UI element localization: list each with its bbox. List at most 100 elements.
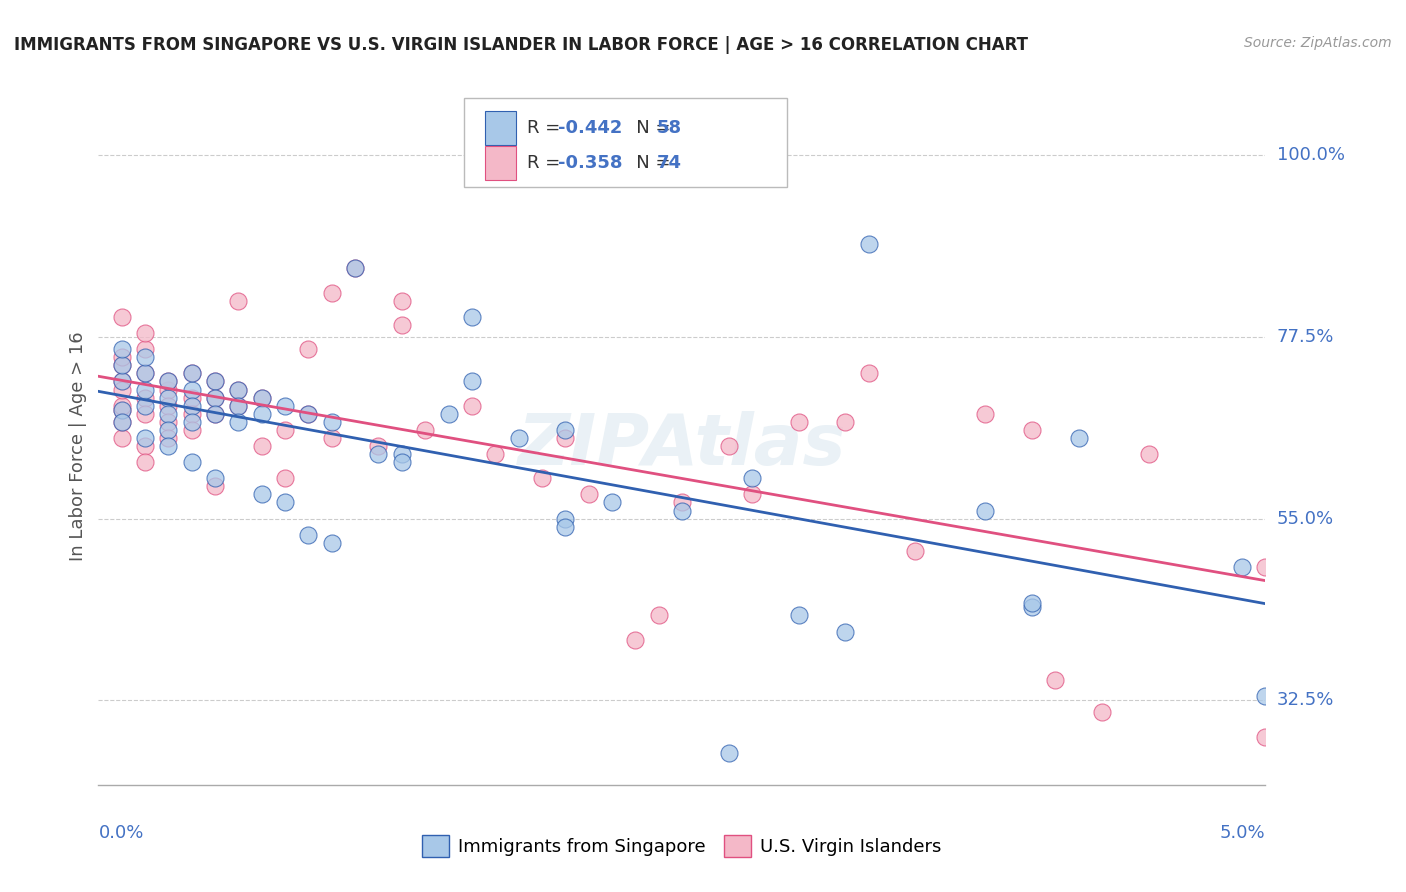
Text: 77.5%: 77.5% xyxy=(1277,328,1334,346)
Point xyxy=(344,261,367,276)
Point xyxy=(671,503,693,517)
Y-axis label: In Labor Force | Age > 16: In Labor Force | Age > 16 xyxy=(69,331,87,561)
Point xyxy=(1021,600,1043,615)
Text: 58: 58 xyxy=(657,120,682,137)
Point xyxy=(228,293,250,308)
Point xyxy=(717,746,740,760)
Point xyxy=(250,487,273,501)
Point xyxy=(671,495,693,509)
Point xyxy=(157,415,180,429)
Text: 55.0%: 55.0% xyxy=(1277,509,1334,528)
Point xyxy=(157,391,180,405)
Point xyxy=(111,342,134,356)
Point xyxy=(787,608,810,623)
Text: ZIPAtlas: ZIPAtlas xyxy=(517,411,846,481)
Point xyxy=(1021,423,1043,437)
Point xyxy=(180,455,202,469)
Point xyxy=(180,391,202,405)
Point xyxy=(717,439,740,453)
Point xyxy=(321,431,343,445)
Text: Source: ZipAtlas.com: Source: ZipAtlas.com xyxy=(1244,36,1392,50)
Point xyxy=(741,471,763,485)
Point xyxy=(134,455,156,469)
Point xyxy=(1091,706,1114,720)
Point xyxy=(554,511,576,525)
Point xyxy=(228,383,250,397)
Point xyxy=(274,495,297,509)
Point xyxy=(204,471,226,485)
Point xyxy=(274,423,297,437)
Point xyxy=(974,407,997,421)
Point xyxy=(647,608,669,623)
Point xyxy=(111,415,134,429)
Point xyxy=(321,536,343,550)
Point xyxy=(111,359,134,373)
Point xyxy=(134,326,156,340)
Point xyxy=(111,399,134,413)
Point xyxy=(321,415,343,429)
Text: R =: R = xyxy=(527,120,567,137)
Point xyxy=(600,495,623,509)
Point xyxy=(111,375,134,389)
Point xyxy=(111,415,134,429)
Point xyxy=(180,367,202,381)
Point xyxy=(297,407,319,421)
Point xyxy=(134,399,156,413)
Point xyxy=(461,375,484,389)
Point xyxy=(1137,447,1160,461)
Point xyxy=(157,423,180,437)
Point xyxy=(134,350,156,364)
Point xyxy=(297,528,319,542)
Point xyxy=(974,503,997,517)
Point xyxy=(157,439,180,453)
Text: N =: N = xyxy=(619,120,676,137)
Point xyxy=(391,455,413,469)
Point xyxy=(274,471,297,485)
Text: -0.358: -0.358 xyxy=(558,153,623,172)
Point xyxy=(180,399,202,413)
Point xyxy=(204,479,226,493)
Point xyxy=(134,407,156,421)
Point xyxy=(157,375,180,389)
Point xyxy=(274,399,297,413)
Point xyxy=(1254,560,1277,574)
Text: 100.0%: 100.0% xyxy=(1277,146,1344,164)
Point xyxy=(157,431,180,445)
Point xyxy=(180,367,202,381)
Point xyxy=(367,447,389,461)
Point xyxy=(134,342,156,356)
Point xyxy=(204,407,226,421)
Text: 74: 74 xyxy=(657,153,682,172)
Point xyxy=(741,487,763,501)
Point xyxy=(204,375,226,389)
Point xyxy=(157,383,180,397)
Point xyxy=(461,399,484,413)
Text: -0.442: -0.442 xyxy=(558,120,623,137)
Point xyxy=(111,383,134,397)
Point xyxy=(228,399,250,413)
Point xyxy=(204,391,226,405)
Point xyxy=(157,375,180,389)
Point xyxy=(228,383,250,397)
Text: 32.5%: 32.5% xyxy=(1277,691,1334,709)
Point xyxy=(134,431,156,445)
Point xyxy=(134,367,156,381)
Point xyxy=(321,285,343,300)
Point xyxy=(228,399,250,413)
Point xyxy=(250,391,273,405)
Point xyxy=(554,431,576,445)
Point xyxy=(484,447,506,461)
Point xyxy=(204,375,226,389)
Point xyxy=(530,471,553,485)
Point xyxy=(461,310,484,324)
Point xyxy=(1021,596,1043,610)
Point xyxy=(134,383,156,397)
Point xyxy=(367,439,389,453)
Point xyxy=(391,447,413,461)
Text: N =: N = xyxy=(619,153,676,172)
Point xyxy=(624,632,647,647)
Point xyxy=(204,391,226,405)
Text: R =: R = xyxy=(527,153,567,172)
Text: IMMIGRANTS FROM SINGAPORE VS U.S. VIRGIN ISLANDER IN LABOR FORCE | AGE > 16 CORR: IMMIGRANTS FROM SINGAPORE VS U.S. VIRGIN… xyxy=(14,36,1028,54)
Point xyxy=(180,407,202,421)
